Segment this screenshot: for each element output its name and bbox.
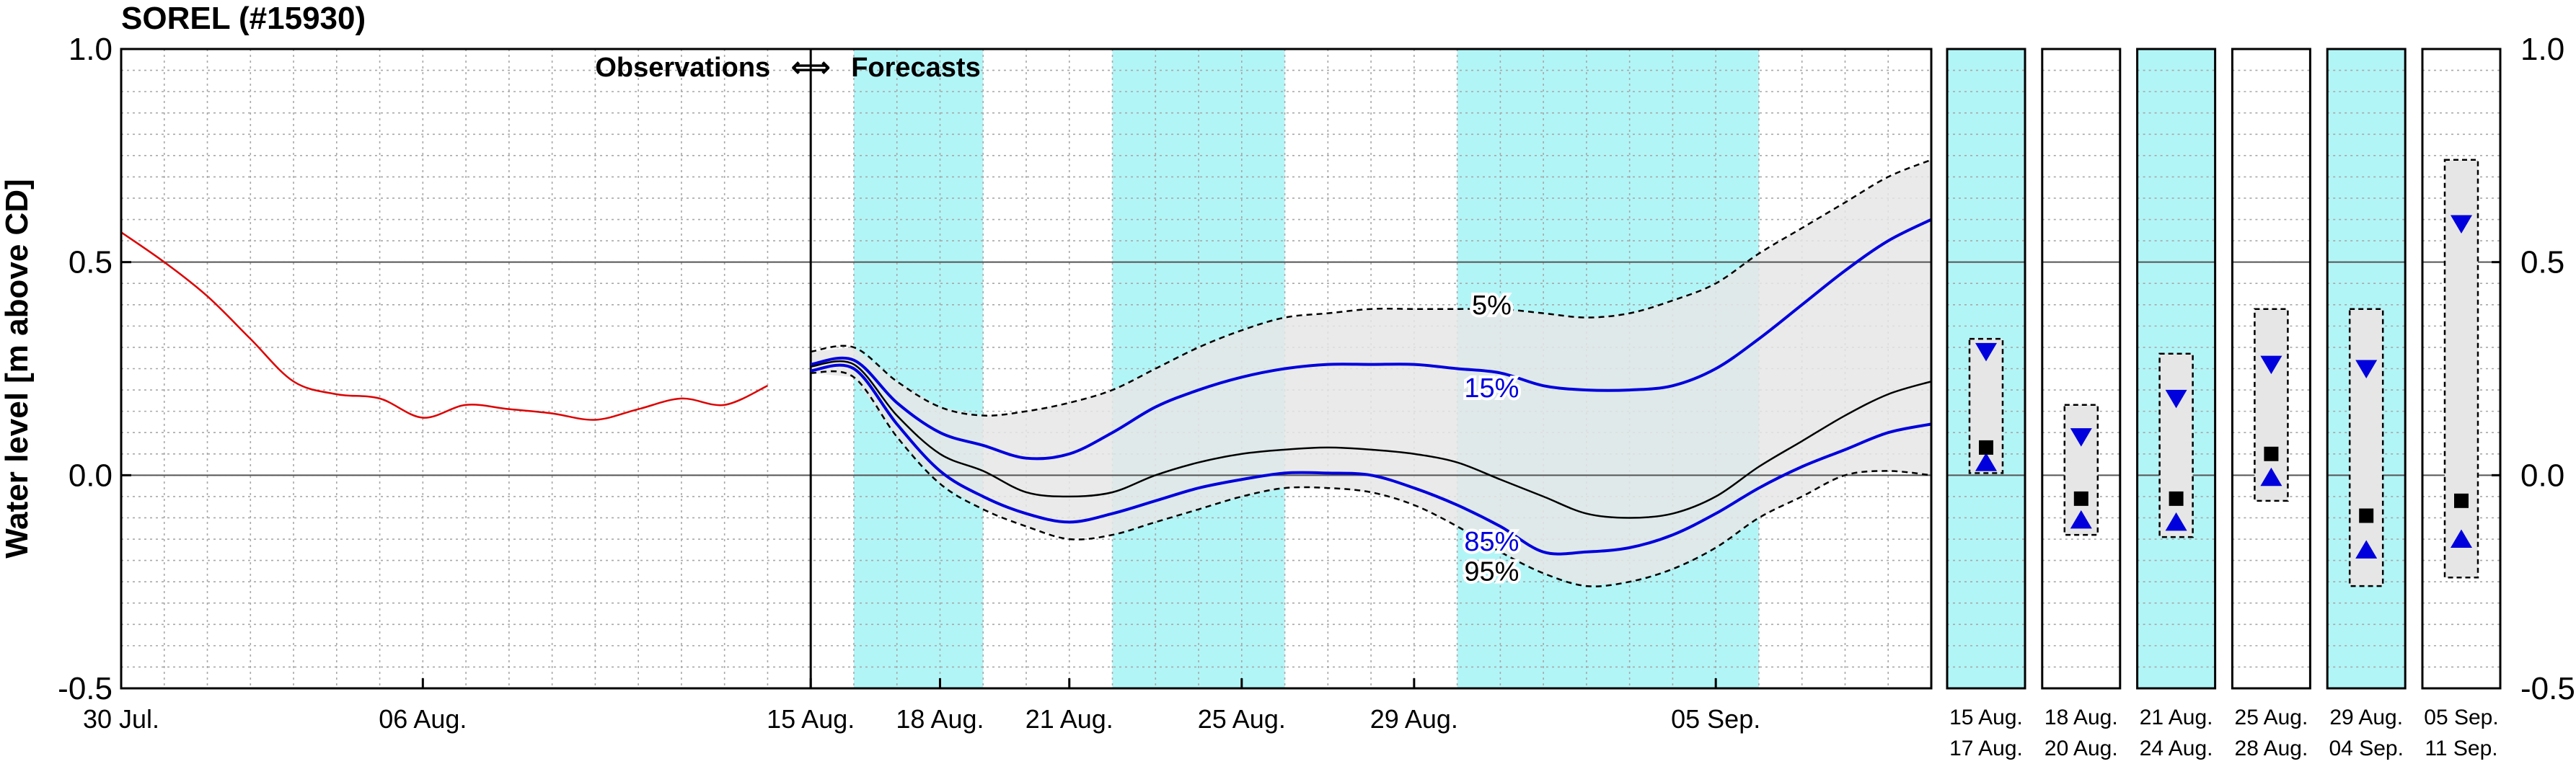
y-tick-label: 1.0 xyxy=(69,32,113,67)
panel-label-end: 04 Sep. xyxy=(2329,737,2403,760)
series-observations-line xyxy=(120,231,768,421)
panel-frame xyxy=(1946,48,2026,690)
x-tick-label: 25 Aug. xyxy=(1198,704,1286,734)
x-tick-label: 29 Aug. xyxy=(1370,704,1458,734)
panel-label-start: 05 Sep. xyxy=(2424,706,2498,729)
obs-forecast-arrow: ⟺ xyxy=(791,53,830,83)
panel-p15-marker xyxy=(2355,360,2378,378)
series-p15-line xyxy=(810,218,1932,461)
panel-p15-marker xyxy=(1975,342,1997,362)
panel-median-marker xyxy=(2264,446,2279,461)
panel-label-start: 18 Aug. xyxy=(2045,706,2118,729)
panel-label-end: 17 Aug. xyxy=(1949,737,2023,760)
summary-panel-0: 15 Aug. 17 Aug. xyxy=(1946,48,2026,760)
panel-p15-marker xyxy=(2451,215,2472,234)
percentile-label: 95% xyxy=(1464,556,1519,587)
panel-label-start: 15 Aug. xyxy=(1949,706,2023,729)
summary-panel-2: 21 Aug. 24 Aug. xyxy=(2136,48,2217,760)
panel-frame xyxy=(2136,48,2217,690)
summary-panel-4: 29 Aug. 04 Sep. xyxy=(2326,48,2407,760)
main-plot: 5% 15% 85%95% Observations ⟺ Forecasts 1.0 0.5 0… xyxy=(0,32,1933,734)
panel-median-marker xyxy=(1979,440,1993,455)
panel-label-end: 20 Aug. xyxy=(2045,737,2118,760)
panel-p15-marker xyxy=(2165,389,2187,409)
summary-panels: 15 Aug. 17 Aug. 18 Aug. 20 Aug. 21 Aug. 24 Au… xyxy=(1946,32,2575,760)
percentile-label: 15% xyxy=(1464,373,1519,404)
x-tick-label: 18 Aug. xyxy=(896,704,984,734)
panel-label-end: 28 Aug. xyxy=(2235,737,2308,760)
right-y-tick-label: 1.0 xyxy=(2520,32,2564,67)
x-tick-label: 30 Jul. xyxy=(83,704,159,734)
y-tick-label: 0.5 xyxy=(69,245,113,280)
y-axis-label: Water level [m above CD] xyxy=(0,179,35,559)
panel-label-end: 24 Aug. xyxy=(2140,737,2213,760)
summary-panel-5: 05 Sep. 11 Sep. xyxy=(2421,48,2502,760)
panel-p85-marker xyxy=(2355,540,2378,559)
uncertainty-band xyxy=(811,159,1931,587)
panel-p85-marker xyxy=(1975,453,1997,471)
series-p5-line xyxy=(811,159,1932,417)
panel-frame xyxy=(2421,48,2502,690)
series-p85-line xyxy=(810,363,1932,556)
panel-label-start: 21 Aug. xyxy=(2140,706,2213,729)
panel-p15-marker xyxy=(2260,355,2282,375)
chart-title: SOREL (#15930) xyxy=(121,1,366,36)
plot-frame xyxy=(120,48,1933,690)
panel-p85-marker xyxy=(2165,512,2187,531)
summary-panel-1: 18 Aug. 20 Aug. xyxy=(2041,48,2122,760)
y-tick-label: -0.5 xyxy=(58,671,113,706)
observations-label: Observations xyxy=(595,53,770,83)
panel-label-end: 11 Sep. xyxy=(2425,737,2497,760)
panel-p85-marker xyxy=(2260,467,2282,487)
right-y-tick-label: 0.0 xyxy=(2520,458,2564,493)
panel-range-box xyxy=(2158,352,2194,538)
panel-frame xyxy=(2231,48,2311,690)
panel-p15-marker xyxy=(2070,428,2092,447)
right-y-tick-label: -0.5 xyxy=(2520,671,2575,706)
panel-label-start: 25 Aug. xyxy=(2235,706,2308,729)
series-p95-line xyxy=(811,370,1932,587)
panel-p85-marker xyxy=(2451,529,2472,548)
x-tick-label: 05 Sep. xyxy=(1671,704,1760,734)
summary-panel-3: 25 Aug. 28 Aug. xyxy=(2231,48,2311,760)
percentile-label: 85% xyxy=(1464,527,1519,557)
series-median-line xyxy=(811,360,1932,519)
panel-frame xyxy=(2326,48,2407,690)
x-tick-label: 21 Aug. xyxy=(1025,704,1113,734)
panel-median-marker xyxy=(2073,491,2088,506)
panel-p85-marker xyxy=(2070,510,2092,529)
panel-median-marker xyxy=(2169,491,2184,506)
x-tick-label: 06 Aug. xyxy=(379,704,467,734)
panel-label-start: 29 Aug. xyxy=(2329,706,2403,729)
panel-median-marker xyxy=(2454,493,2469,508)
right-y-tick-label: 0.5 xyxy=(2520,245,2564,280)
panel-median-marker xyxy=(2359,508,2374,523)
percentile-label: 5% xyxy=(1472,290,1512,321)
panel-frame xyxy=(2041,48,2122,690)
panel-range-box xyxy=(2348,308,2384,587)
y-tick-label: 0.0 xyxy=(69,458,113,493)
forecasts-label: Forecasts xyxy=(851,53,981,83)
x-tick-label: 15 Aug. xyxy=(767,704,855,734)
